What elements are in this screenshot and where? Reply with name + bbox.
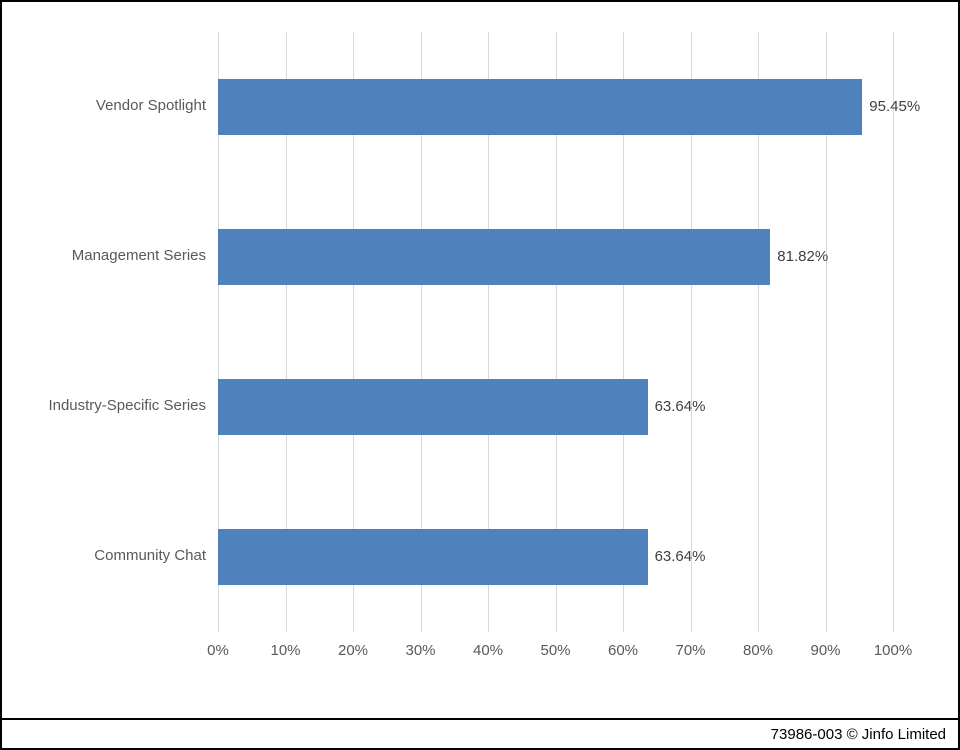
category-label: Community Chat (94, 547, 206, 564)
gridline (623, 32, 624, 632)
x-tick-label: 10% (270, 642, 301, 659)
bar (218, 79, 863, 135)
gridline (353, 32, 354, 632)
x-tick-label: 50% (540, 642, 571, 659)
bar-value-label: 63.64% (654, 398, 706, 415)
gridline (285, 32, 287, 632)
bar-value-label: 95.45% (869, 98, 921, 115)
category-label: Management Series (71, 247, 206, 264)
bar-value-label: 63.64% (654, 548, 706, 565)
footer-credit: 73986-003 © Jinfo Limited (770, 725, 946, 743)
bar-chart-plot: 0% 10% 20% 30% 40% 50% 60% 70% 80% 90% 100% Vendor … (2, 2, 958, 718)
x-tick-label: 40% (472, 642, 504, 659)
gridline (488, 32, 489, 632)
x-tick-label: 60% (607, 642, 639, 659)
gridline (758, 32, 759, 632)
x-tick-label: 100% (873, 642, 913, 659)
gridline (825, 32, 827, 632)
gridline (218, 32, 219, 632)
category-label: Industry-Specific Series (48, 397, 206, 414)
x-tick-label: 30% (405, 642, 436, 659)
bar (218, 529, 648, 585)
x-tick-label: 20% (337, 642, 369, 659)
x-tick-label: 70% (675, 642, 706, 659)
bar-value-label: 81.82% (777, 248, 829, 265)
bar (218, 379, 648, 435)
gridline (893, 32, 894, 632)
bar (218, 229, 771, 285)
gridline (690, 32, 692, 632)
gridline (420, 32, 422, 632)
x-tick-label: 90% (810, 642, 841, 659)
footer: 73986-003 © Jinfo Limited (2, 718, 958, 748)
category-label: Vendor Spotlight (95, 97, 206, 114)
x-tick-label: 80% (742, 642, 774, 659)
gridline (555, 32, 557, 632)
x-tick-label: 0% (207, 642, 229, 659)
